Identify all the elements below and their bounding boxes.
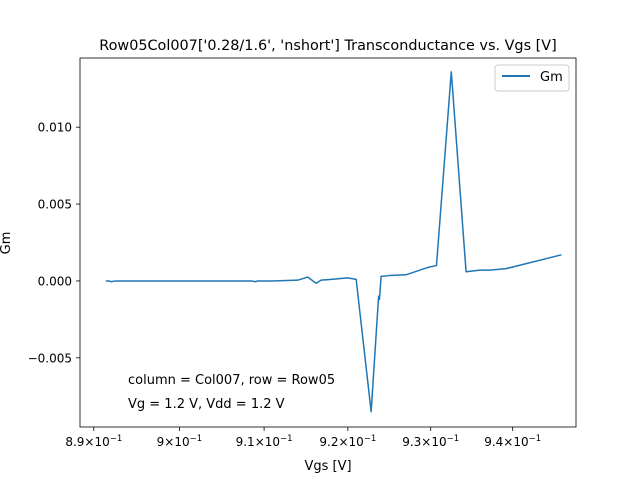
x-axis-ticks: 8.9×10−1 9×10−1 9.1×10−1 9.2×10−1 9.3×10−1 9.… xyxy=(65,427,541,449)
legend: Gm xyxy=(494,64,570,92)
series-line-gm xyxy=(105,71,562,413)
x-tick-label: 9×10−1 xyxy=(157,434,203,449)
x-tick-label: 9.1×10−1 xyxy=(236,434,293,449)
annotation-position: column = Col007, row = Row05 xyxy=(128,373,335,388)
annotation-bias: Vg = 1.2 V, Vdd = 1.2 V xyxy=(128,397,285,412)
y-tick-label: 0.005 xyxy=(38,198,72,212)
series-layer xyxy=(105,71,562,413)
y-axis-label: Gm xyxy=(0,232,14,255)
x-tick-label: 9.4×10−1 xyxy=(484,434,541,449)
x-tick-label: 8.9×10−1 xyxy=(65,434,122,449)
plot-area: 8.9×10−1 9×10−1 9.1×10−1 9.2×10−1 9.3×10−1 9.… xyxy=(28,57,577,449)
y-axis-ticks: −0.005 0.000 0.005 0.010 xyxy=(28,121,80,365)
y-tick-label: 0.000 xyxy=(38,274,72,288)
legend-box xyxy=(494,64,570,92)
y-tick-label: −0.005 xyxy=(28,351,72,365)
x-axis-label: Vgs [V] xyxy=(304,459,351,474)
chart-title: Row05Col007['0.28/1.6', 'nshort'] Transc… xyxy=(99,38,556,54)
legend-label-gm: Gm xyxy=(540,70,563,85)
y-tick-label: 0.010 xyxy=(38,121,72,135)
x-tick-label: 9.3×10−1 xyxy=(402,434,459,449)
x-tick-label: 9.2×10−1 xyxy=(319,434,376,449)
axes-frame xyxy=(79,57,577,428)
